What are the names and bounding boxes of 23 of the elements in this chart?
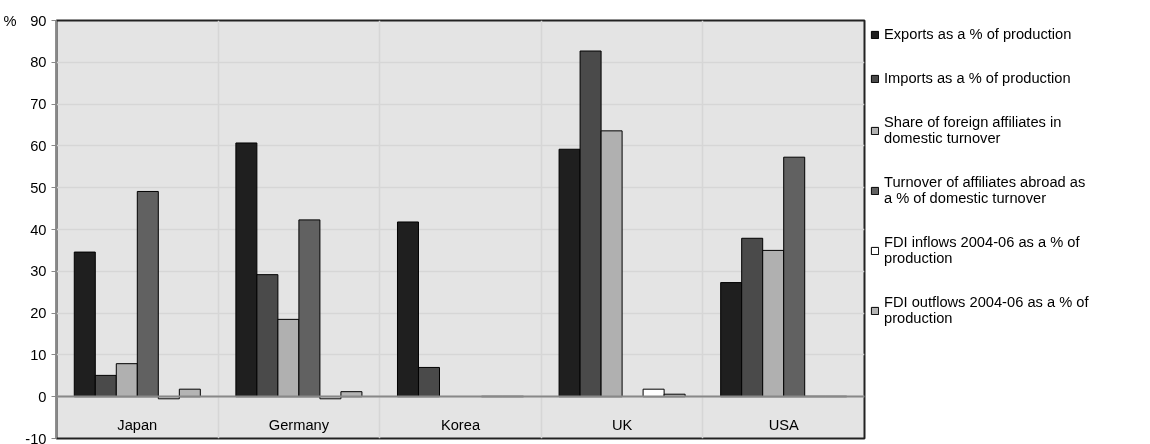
- x-tick-label: UK: [611, 416, 633, 433]
- y-tick-label: 70: [30, 96, 47, 113]
- y-tick-label: 50: [30, 179, 47, 196]
- y-tick-label: 20: [30, 305, 47, 322]
- x-tick-label: Japan: [117, 416, 158, 433]
- y-tick-label: -10: [25, 430, 47, 444]
- y-tick-label: 10: [30, 346, 47, 363]
- legend-label: Turnover of affiliates abroad as a % of domestic turnover: [884, 174, 1086, 206]
- legend-label: Share of foreign affiliates in domestic turnover: [884, 114, 1062, 146]
- y-tick-label: 0: [38, 388, 47, 405]
- legend-label: Imports as a % of production: [884, 70, 1071, 86]
- legend-label: FDI inflows 2004-06 as a % of production: [884, 234, 1080, 266]
- y-tick-label: 60: [30, 137, 47, 154]
- x-tick-label: USA: [768, 416, 799, 433]
- y-axis-title: %: [3, 12, 17, 29]
- y-tick-label: 30: [30, 263, 47, 280]
- legend-label: Exports as a % of production: [884, 26, 1072, 42]
- x-tick-label: Germany: [268, 416, 330, 433]
- y-tick-label: 80: [30, 54, 47, 71]
- y-tick-label: 90: [30, 12, 47, 29]
- y-tick-label: 40: [30, 221, 47, 238]
- legend-label: FDI outflows 2004-06 as a % of production: [884, 294, 1089, 326]
- x-tick-label: Korea: [440, 416, 481, 433]
